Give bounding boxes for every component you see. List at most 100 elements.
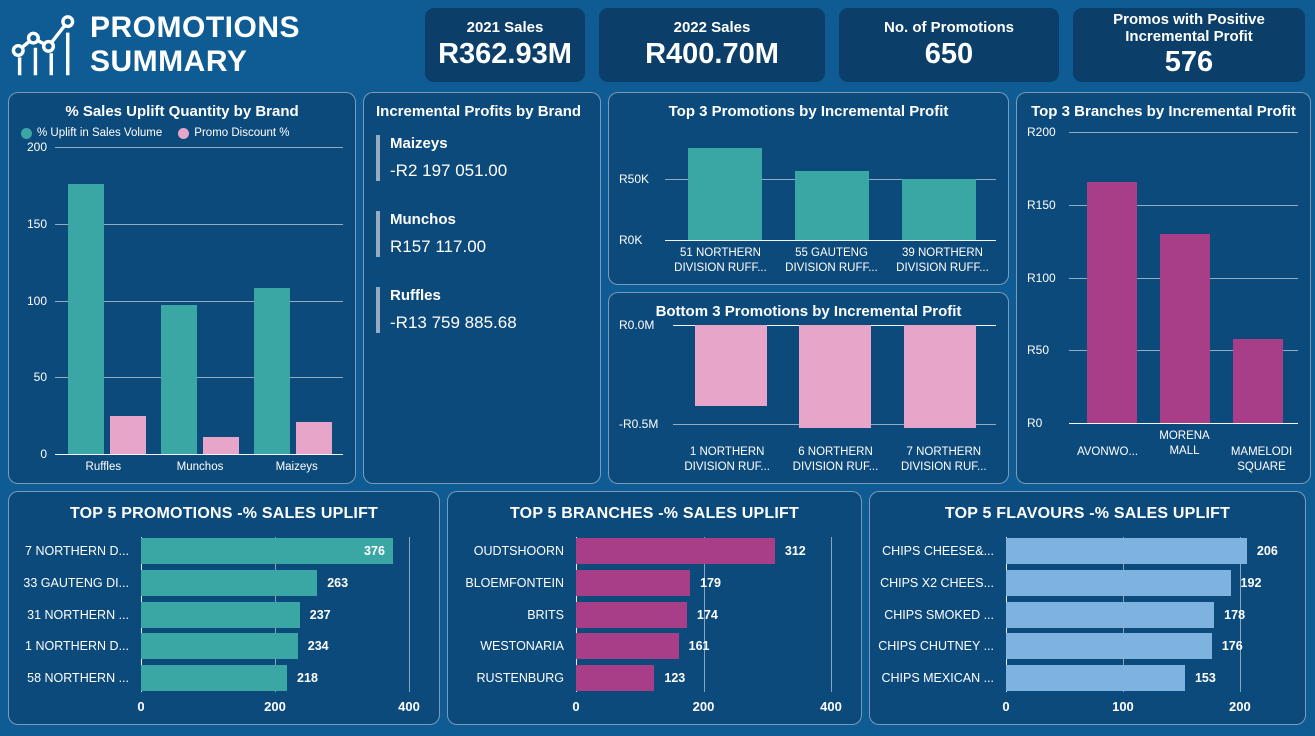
top5-promotions-chart: 7 NORTHERN D... 33 GAUTENG DI... 31 NORTHE…	[19, 527, 429, 716]
kpi-label: No. of Promotions	[884, 19, 1014, 37]
bar-row: 179	[576, 567, 831, 599]
hchart: OUDTSHOORN BLOEMFONTEIN BRITS WESTONARIA RUS…	[458, 527, 851, 716]
plot-area: R0 R50 R100 R150 R200	[1027, 125, 1300, 430]
kpi-label: Promos with Positive Incremental Profit	[1113, 10, 1265, 46]
row-label: CHIPS CHUTNEY ...	[878, 639, 994, 654]
bar[interactable]	[1086, 181, 1137, 424]
card-title: Incremental Profits by Brand	[376, 103, 582, 120]
chart-title: % Sales Uplift Quantity by Brand	[65, 103, 299, 120]
bar-row: 237	[141, 599, 409, 631]
middle-column: Top 3 Promotions by Incremental Profit R…	[608, 92, 1009, 484]
panel-top5-promotions: TOP 5 PROMOTIONS -% SALES UPLIFT 7 NORTH…	[8, 491, 440, 725]
category-labels: AVONWO... MORENA MALL MAMELODI SQUARE	[1069, 423, 1300, 475]
bar[interactable]	[1006, 538, 1247, 565]
plot-area: 312 179 174 161 123	[576, 535, 832, 694]
bar[interactable]	[141, 569, 318, 596]
bar-row: 176	[1006, 630, 1275, 662]
bar[interactable]	[1006, 665, 1185, 692]
main-charts-row: % Sales Uplift Quantity by Brand % Uplif…	[0, 88, 1315, 484]
bar-group	[901, 125, 976, 240]
bar[interactable]: 376	[141, 538, 393, 565]
profit-value: -R13 759 885.68	[390, 313, 517, 332]
category-labels: 51 NORTHERN DIVISION RUFF... 55 GAUTENG DIV…	[665, 240, 998, 276]
bar[interactable]	[576, 538, 775, 565]
bar[interactable]	[68, 183, 105, 455]
bar[interactable]	[141, 665, 288, 692]
bar[interactable]	[903, 324, 976, 428]
profit-value: -R2 197 051.00	[390, 161, 508, 180]
gridline: 50	[34, 370, 343, 384]
legend-dot	[21, 127, 32, 139]
bar-row: 234	[141, 630, 409, 662]
kpi-value: 650	[924, 37, 974, 70]
bar-group	[253, 147, 332, 455]
bar[interactable]	[141, 633, 298, 660]
kpi-cards: 2021 Sales R362.93M 2022 Sales R400.70M No. …	[418, 8, 1305, 82]
bar-row: 178	[1006, 599, 1275, 631]
bar[interactable]	[695, 324, 768, 407]
bar[interactable]	[576, 633, 679, 660]
chart-title: TOP 5 BRANCHES -% SALES UPLIFT	[510, 505, 799, 522]
gridline: R0K	[619, 233, 996, 247]
axis-tick-label: 0	[1002, 699, 1010, 714]
gridline: 100	[27, 294, 343, 308]
axis-tick-label: 150	[26, 216, 47, 231]
bar[interactable]	[687, 147, 762, 240]
row-label: WESTONARIA	[480, 639, 564, 654]
bar-group	[903, 324, 976, 440]
hchart-main: OUDTSHOORN BLOEMFONTEIN BRITS WESTONARIA RUS…	[458, 535, 851, 694]
profit-item: Munchos R157 117.00	[376, 211, 588, 257]
bar[interactable]	[576, 665, 655, 692]
bar[interactable]	[141, 601, 300, 628]
value-label: 206	[1256, 544, 1278, 559]
axis-tick-label: R0	[1027, 416, 1043, 431]
bar[interactable]	[1159, 234, 1210, 424]
bar[interactable]	[1006, 569, 1231, 596]
bar[interactable]	[576, 601, 687, 628]
axis-tick-label: 0	[40, 447, 47, 462]
value-label: 237	[309, 607, 331, 622]
axis-tick-label: 100	[1112, 699, 1134, 714]
bar-group	[794, 125, 869, 240]
chart-title: TOP 5 PROMOTIONS -% SALES UPLIFT	[69, 505, 379, 522]
category-label: 7 NORTHERN DIVISION RUF...	[901, 446, 987, 474]
value-label: 192	[1240, 575, 1262, 590]
value-label: 234	[307, 639, 329, 654]
value-label: 178	[1224, 607, 1246, 622]
bar[interactable]	[160, 305, 197, 455]
axis-tick-label: 200	[692, 699, 715, 714]
plot-area: 376 263 237 234 218	[141, 535, 410, 694]
value-label: 176	[1221, 639, 1243, 654]
bar[interactable]	[576, 569, 691, 596]
profit-item: Maizeys -R2 197 051.00	[376, 135, 588, 181]
header: PROMOTIONS SUMMARY 2021 Sales R362.93M 202…	[0, 0, 1315, 88]
bar[interactable]	[1006, 601, 1215, 628]
top5-flavours-chart: CHIPS CHEESE&... CHIPS X2 CHEES... CHIPS S…	[878, 527, 1295, 716]
value-label: 263	[327, 575, 349, 590]
axis-tick-label: 400	[820, 699, 842, 714]
category-label: 51 NORTHERN DIVISION RUFF...	[674, 246, 767, 274]
bar[interactable]	[295, 421, 332, 455]
legend-dot	[178, 127, 190, 139]
category-label: MORENA MALL	[1159, 430, 1210, 458]
value-label: 161	[688, 639, 710, 654]
chart-title: Top 3 Promotions by Incremental Profit	[668, 103, 949, 120]
gridline: R0	[1027, 416, 1298, 430]
row-label: BRITS	[527, 607, 564, 622]
bar-row: 161	[576, 630, 831, 662]
bars	[1075, 125, 1294, 424]
bar[interactable]	[110, 415, 147, 455]
bar[interactable]	[1232, 338, 1283, 424]
bar[interactable]	[794, 171, 869, 240]
row-label: 58 NORTHERN ...	[27, 671, 129, 686]
bar[interactable]	[202, 437, 239, 455]
bar[interactable]	[901, 179, 976, 240]
category-label: 39 NORTHERN DIVISION RUFF...	[896, 246, 989, 274]
hchart: CHIPS CHEESE&... CHIPS X2 CHEES... CHIPS S…	[878, 527, 1295, 716]
bars	[61, 147, 339, 455]
bar[interactable]	[1006, 633, 1212, 660]
bars: 312 179 174 161 123	[576, 535, 831, 694]
bar[interactable]	[799, 324, 872, 429]
bar[interactable]	[253, 288, 290, 455]
category-labels: 1 NORTHERN DIVISION RUF... 6 NORTHERN DIVIS…	[673, 439, 998, 475]
